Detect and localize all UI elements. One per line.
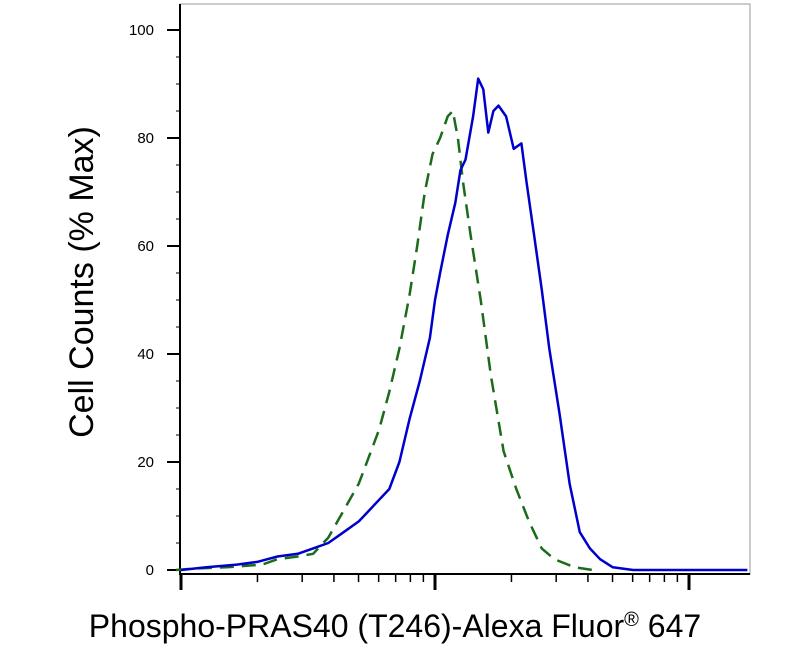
x-axis-label-main: Phospho-PRAS40 (T246)-Alexa Fluor [89, 608, 625, 644]
y-axis: 0 20 40 60 80 100 [129, 4, 181, 579]
y-tick-label: 20 [137, 454, 154, 471]
solid-blue-series-line [180, 77, 748, 572]
y-tick-label: 0 [146, 562, 154, 579]
x-axis [179, 573, 750, 590]
y-tick-label: 40 [137, 346, 154, 363]
y-axis-label: Cell Counts (% Max) [63, 126, 101, 438]
y-tick-label: 60 [137, 238, 154, 255]
y-tick-label: 80 [137, 130, 154, 147]
x-axis-label: Phospho-PRAS40 (T246)-Alexa Fluor® 647 [89, 608, 701, 644]
dashed-green-series-line [175, 109, 593, 572]
registered-mark: ® [624, 609, 639, 631]
x-axis-label-suffix: 647 [639, 608, 701, 644]
series-layer [175, 77, 748, 572]
plot-area-frame [179, 3, 751, 575]
y-tick-label: 100 [129, 22, 154, 39]
